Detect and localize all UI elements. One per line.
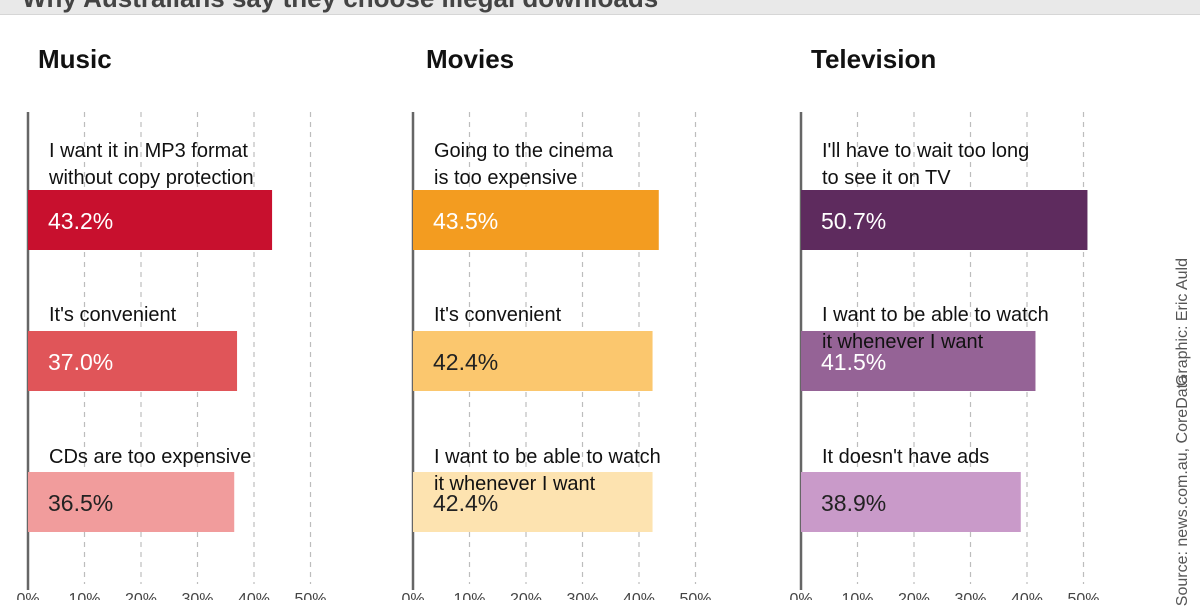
panel-title: Movies [426, 44, 514, 74]
bar [413, 331, 653, 391]
value-label: 50.7% [821, 208, 886, 234]
chart-panel-music: Music 0% 10% 20% 30% 40% 50% 43.2% I want it in … [16, 44, 326, 600]
category-label: It's convenient [49, 304, 177, 326]
value-label: 41.5% [821, 349, 886, 375]
category-label: without copy protection [48, 167, 254, 189]
bar [28, 472, 235, 532]
tick-label: 30% [954, 591, 986, 600]
category-label: It's convenient [434, 304, 562, 326]
title-bar: Why Australians say they choose illegal … [0, 0, 1200, 15]
tick-label: 20% [510, 591, 542, 600]
tick-label: 0% [401, 591, 424, 600]
category-label: I'll have to wait too long [822, 140, 1029, 162]
tick-label: 50% [294, 591, 326, 600]
category-label: It doesn't have ads [822, 446, 989, 468]
category-label: Going to the cinema [434, 140, 614, 162]
bar [28, 331, 238, 391]
tick-label: 50% [679, 591, 711, 600]
tick-label: 0% [16, 591, 39, 600]
tick-label: 10% [453, 591, 485, 600]
category-label: is too expensive [434, 167, 577, 189]
value-label: 43.2% [48, 208, 113, 234]
value-label: 42.4% [433, 349, 498, 375]
category-label: to see it on TV [822, 167, 951, 189]
value-label: 37.0% [48, 349, 113, 375]
tick-label: 10% [841, 591, 873, 600]
category-label: I want to be able to watch [434, 446, 661, 468]
bar [28, 190, 273, 250]
value-label: 43.5% [433, 208, 498, 234]
bar [801, 331, 1036, 391]
value-label: 36.5% [48, 490, 113, 516]
category-label: CDs are too expensive [49, 446, 251, 468]
chart-area: Music 0% 10% 20% 30% 40% 50% 43.2% I want it in … [16, 44, 1099, 600]
panel-title: Television [811, 44, 936, 74]
tick-label: 10% [68, 591, 100, 600]
chart-panel-television: Television 0% 10% 20% 30% 40% 50% 50.7% I'll hav… [789, 44, 1099, 600]
page-title: Why Australians say they choose illegal … [22, 0, 658, 14]
credit-source: Source: news.com.au, CoreData [1174, 374, 1191, 606]
tick-label: 50% [1067, 591, 1099, 600]
value-label: 38.9% [821, 490, 886, 516]
category-label: I want to be able to watch [822, 304, 1049, 326]
tick-label: 30% [566, 591, 598, 600]
tick-label: 0% [789, 591, 812, 600]
category-label: I want it in MP3 format [49, 140, 248, 162]
tick-label: 40% [1011, 591, 1043, 600]
category-label: it whenever I want [822, 331, 984, 353]
tick-label: 20% [125, 591, 157, 600]
credits: Graphic: Eric Auld Source: news.com.au, … [1172, 0, 1200, 606]
chart-panel-movies: Movies 0% 10% 20% 30% 40% 50% 43.5% Going to the… [401, 44, 711, 600]
tick-label: 30% [181, 591, 213, 600]
bar [413, 472, 653, 532]
bar [801, 190, 1088, 250]
value-label: 42.4% [433, 490, 498, 516]
panel-title: Music [38, 44, 112, 74]
tick-label: 40% [623, 591, 655, 600]
tick-label: 20% [898, 591, 930, 600]
bar [413, 190, 659, 250]
tick-label: 40% [238, 591, 270, 600]
bar [801, 472, 1021, 532]
category-label: it whenever I want [434, 473, 596, 495]
credit-graphic: Graphic: Eric Auld [1174, 257, 1191, 386]
